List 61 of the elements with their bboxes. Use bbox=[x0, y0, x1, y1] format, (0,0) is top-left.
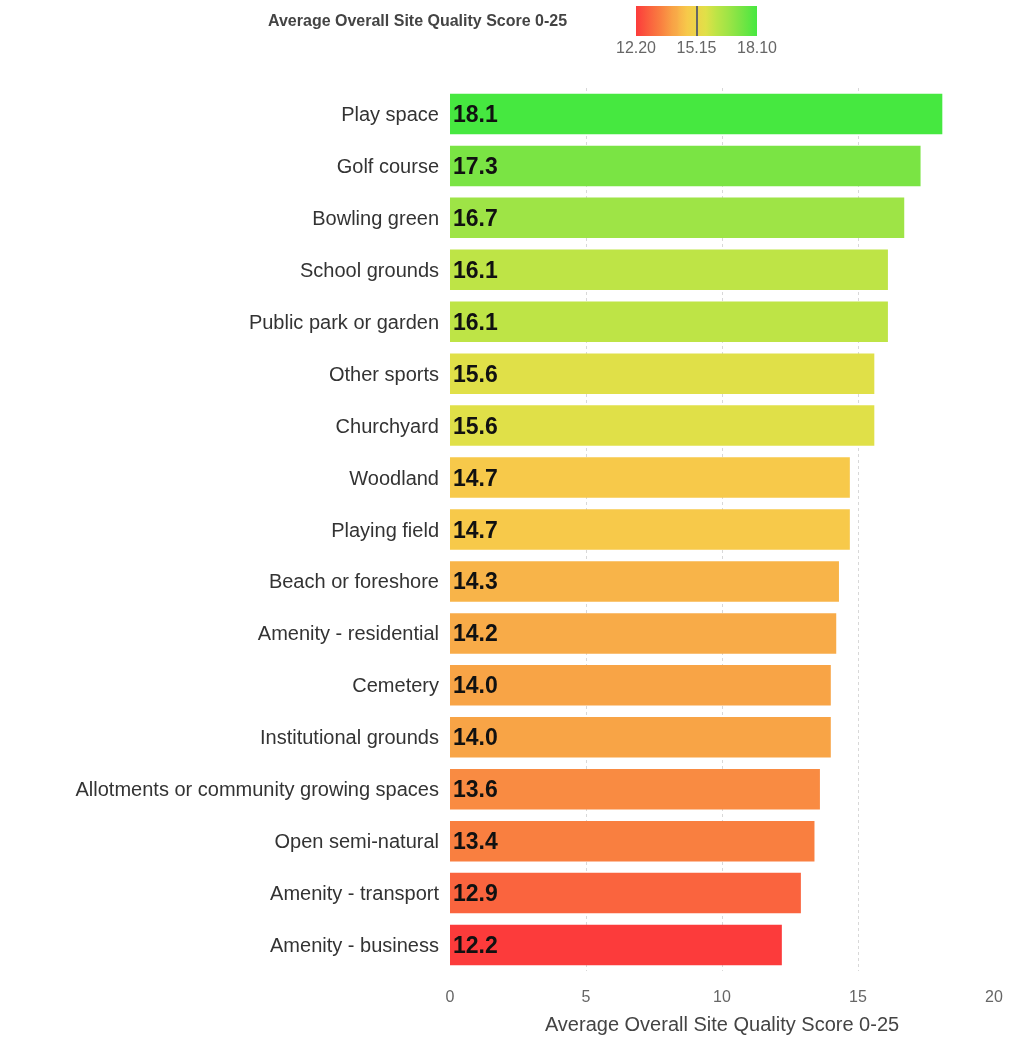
x-tick-label: 15 bbox=[849, 988, 867, 1005]
bar bbox=[450, 353, 875, 394]
data-label: 14.2 bbox=[453, 620, 498, 647]
y-tick-label: Churchyard bbox=[335, 414, 439, 437]
bar bbox=[450, 924, 782, 966]
bar bbox=[450, 197, 905, 239]
bar bbox=[450, 145, 921, 187]
data-label: 15.6 bbox=[453, 412, 498, 439]
bar bbox=[450, 665, 831, 706]
bar bbox=[450, 405, 875, 446]
y-tick-label: Amenity - residential bbox=[257, 622, 439, 645]
y-tick-label: Play space bbox=[341, 102, 439, 125]
bar bbox=[450, 872, 801, 914]
y-tick-label: School grounds bbox=[300, 258, 439, 281]
bar bbox=[450, 613, 837, 654]
bar bbox=[450, 301, 888, 342]
bar bbox=[450, 249, 888, 291]
data-label: 17.3 bbox=[453, 152, 498, 179]
color-bar-label: 12.20 bbox=[615, 39, 657, 56]
x-axis-title: Average Overall Site Quality Score 0-25 bbox=[544, 1012, 900, 1035]
y-tick-label: Beach or foreshore bbox=[268, 570, 439, 593]
y-tick-label: Allotments or community growing spaces bbox=[75, 778, 439, 801]
color-bar-label: 18.10 bbox=[736, 39, 778, 56]
data-label: 13.4 bbox=[453, 828, 498, 855]
y-tick-label: Amenity - transport bbox=[270, 882, 440, 905]
y-tick-label: Woodland bbox=[349, 466, 439, 489]
y-tick-label: Open semi-natural bbox=[274, 830, 439, 853]
data-label: 16.7 bbox=[453, 204, 498, 231]
y-tick-label: Bowling green bbox=[312, 206, 439, 229]
bar bbox=[450, 457, 850, 498]
bar bbox=[450, 768, 820, 810]
data-label: 13.6 bbox=[453, 776, 498, 803]
data-label: 14.0 bbox=[453, 724, 498, 751]
bar bbox=[450, 820, 815, 862]
x-tick-label: 5 bbox=[581, 988, 591, 1005]
data-label: 16.1 bbox=[453, 308, 498, 335]
bar bbox=[450, 93, 943, 135]
data-label: 15.6 bbox=[453, 360, 498, 387]
color-bar-title: Average Overall Site Quality Score 0-25 bbox=[268, 12, 568, 30]
y-tick-label: Amenity - business bbox=[270, 934, 439, 957]
data-label: 12.2 bbox=[453, 932, 498, 959]
color-bar-label: 15.15 bbox=[676, 39, 717, 56]
x-tick-label: 10 bbox=[713, 988, 731, 1005]
y-tick-label: Other sports bbox=[328, 362, 439, 385]
y-tick-label: Playing field bbox=[331, 518, 439, 541]
bar bbox=[450, 717, 831, 758]
data-label: 14.7 bbox=[453, 516, 498, 543]
data-label: 14.0 bbox=[453, 672, 498, 699]
y-tick-label: Institutional grounds bbox=[259, 726, 439, 749]
y-tick-label: Public park or garden bbox=[248, 310, 439, 333]
data-label: 18.1 bbox=[453, 100, 498, 127]
bar bbox=[450, 509, 850, 550]
x-tick-label: 20 bbox=[985, 988, 1003, 1005]
x-tick-label: 0 bbox=[445, 988, 455, 1005]
y-tick-label: Cemetery bbox=[352, 674, 439, 697]
y-tick-label: Golf course bbox=[336, 154, 439, 177]
data-label: 12.9 bbox=[453, 880, 498, 907]
bar bbox=[450, 561, 839, 602]
data-label: 14.7 bbox=[453, 464, 498, 491]
data-label: 16.1 bbox=[453, 256, 498, 283]
data-label: 14.3 bbox=[453, 568, 498, 595]
